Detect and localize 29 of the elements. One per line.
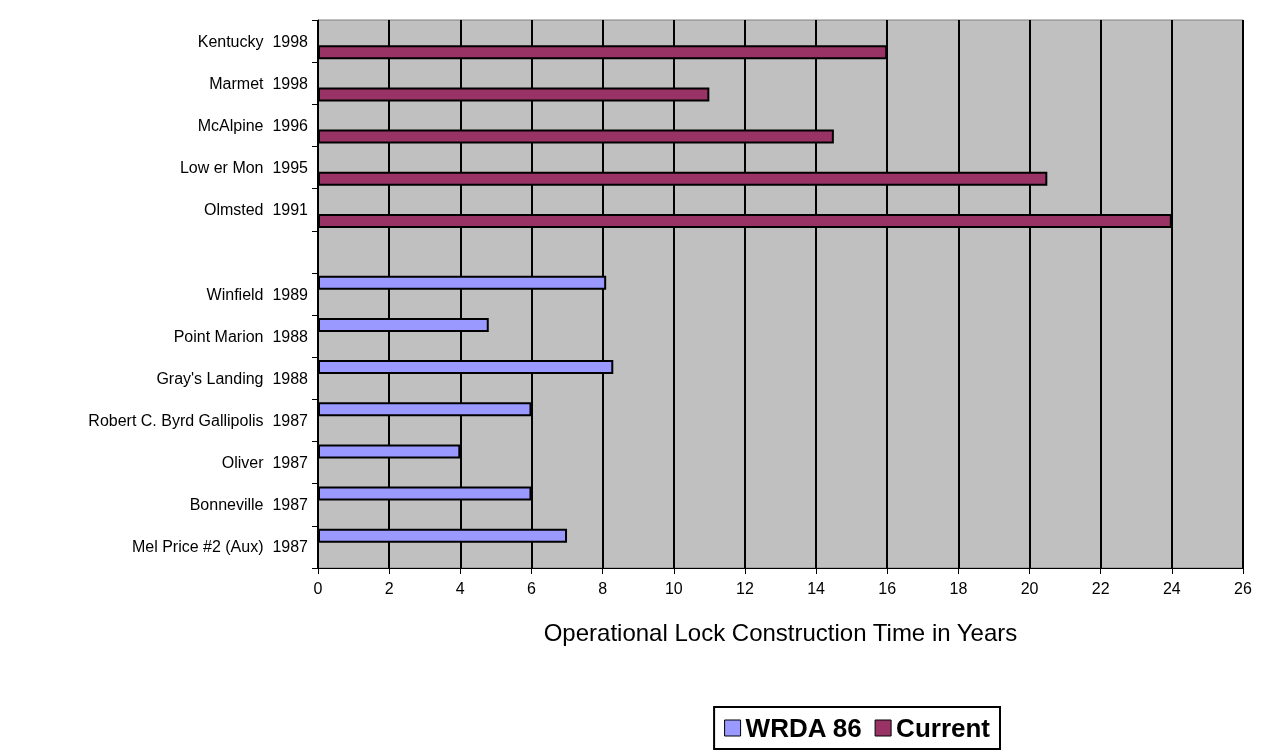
x-tick-label: 2 (384, 579, 394, 597)
x-tick-label: 20 (1020, 579, 1039, 597)
y-tick-label: Marmet 1998 (209, 74, 309, 92)
x-tick-label: 26 (1234, 579, 1252, 597)
x-tick-label: 6 (527, 579, 537, 597)
y-tick-label: Mel Price #2 (Aux) 1987 (131, 538, 309, 556)
y-tick-label: Gray's Landing 1988 (156, 369, 309, 387)
x-tick-label: 8 (598, 579, 608, 597)
y-tick-label: Olmsted 1991 (203, 201, 309, 219)
y-tick-label: McAlpine 1996 (197, 116, 309, 134)
x-tick-label: 14 (807, 579, 826, 597)
x-tick-label: 18 (949, 579, 968, 597)
x-tick-label: 22 (1091, 579, 1110, 597)
x-axis-title: Operational Lock Construction Time in Years (543, 618, 1018, 646)
y-tick-label: Bonneville 1987 (189, 496, 309, 514)
x-tick-label: 16 (878, 579, 897, 597)
legend-label: WRDA 86 (745, 713, 862, 743)
y-tick-label: Kentucky 1998 (197, 32, 309, 50)
x-tick-label: 4 (455, 579, 465, 597)
y-tick-label: Oliver 1987 (221, 454, 309, 472)
x-tick-label: 12 (736, 579, 754, 597)
y-tick-label: Robert C. Byrd Gallipolis 1987 (88, 411, 309, 429)
y-tick-label: Point Marion 1988 (173, 327, 309, 345)
x-tick-label: 10 (664, 579, 683, 597)
y-tick-label: Low er Mon 1995 (179, 159, 309, 177)
y-tick-label: Winfield 1989 (206, 285, 309, 303)
legend-label: Current (896, 713, 991, 743)
x-tick-label: 24 (1162, 579, 1181, 597)
x-tick-label: 0 (313, 579, 323, 597)
